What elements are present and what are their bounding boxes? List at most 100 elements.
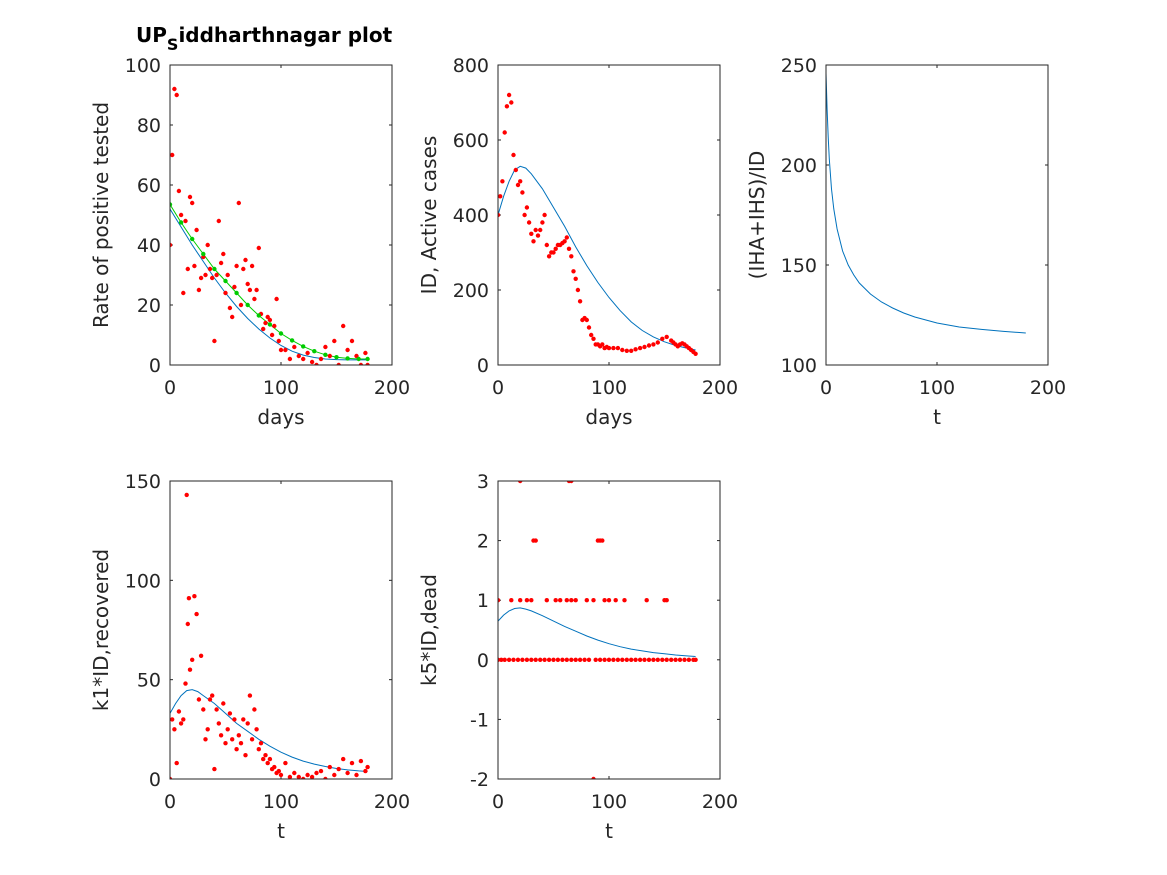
data-point: [170, 152, 175, 158]
data-point: [624, 348, 629, 353]
data-point: [520, 657, 525, 662]
data-point: [336, 766, 341, 772]
y-tick-label: 100: [125, 55, 161, 77]
data-point: [216, 218, 221, 224]
data-point: [673, 657, 678, 662]
data-point: [218, 260, 224, 266]
data-point: [660, 657, 665, 662]
data-point: [555, 657, 561, 662]
data-point: [212, 266, 217, 272]
data-point: [358, 362, 364, 365]
y-tick-label: 60: [137, 175, 161, 197]
y-tick-label: 3: [477, 471, 489, 493]
data-point: [655, 340, 660, 345]
data-point: [573, 598, 578, 603]
y-tick-label: 200: [781, 155, 817, 177]
data-point: [278, 347, 284, 353]
data-point: [600, 342, 605, 347]
y-tick-label: 2: [477, 531, 489, 553]
data-point: [524, 598, 530, 603]
data-point: [263, 320, 268, 326]
data-point: [221, 701, 226, 706]
data-point: [644, 598, 649, 603]
data-point: [560, 657, 565, 662]
x-axis-label: days: [585, 405, 632, 429]
data-point: [256, 747, 261, 752]
x-tick-label: 200: [374, 791, 410, 813]
data-point: [498, 212, 501, 218]
data-point: [225, 727, 230, 732]
x-axis-label: t: [277, 819, 285, 843]
y-axis-label: Rate of positive tested: [89, 102, 113, 328]
data-point: [602, 657, 607, 662]
data-point: [509, 100, 514, 105]
data-point: [498, 194, 503, 199]
data-point: [323, 776, 328, 779]
data-point: [677, 657, 683, 662]
data-point: [190, 657, 195, 662]
subplot-p5: 0 100 200 -2 -1 0 1 2 3 t k5*ID,dead: [417, 471, 738, 843]
data-point: [256, 313, 261, 318]
data-point: [314, 770, 319, 776]
data-point: [584, 317, 589, 323]
data-point: [296, 774, 301, 779]
plot-area: [498, 481, 720, 779]
data-point: [283, 347, 288, 353]
y-tick-label: 600: [453, 130, 489, 152]
data-point: [615, 657, 621, 662]
data-point: [356, 356, 361, 362]
data-point: [230, 314, 235, 320]
data-point: [499, 657, 504, 662]
series-group: [170, 492, 370, 779]
y-tick-label: 80: [137, 115, 161, 137]
data-point: [569, 657, 574, 662]
data-point: [170, 776, 173, 779]
x-tick-label: 100: [591, 791, 627, 813]
series-line: [498, 165, 696, 351]
series-line: [170, 208, 368, 361]
data-point: [620, 657, 625, 662]
data-point: [642, 657, 647, 662]
data-point: [181, 717, 186, 722]
data-point: [245, 721, 250, 726]
data-point: [558, 598, 563, 603]
data-point: [506, 657, 512, 662]
x-tick-label: 200: [374, 377, 410, 399]
data-point: [267, 322, 273, 327]
data-point: [172, 727, 177, 732]
data-point: [629, 348, 634, 353]
data-point: [597, 657, 603, 662]
data-point: [283, 760, 288, 766]
data-point: [305, 350, 310, 356]
data-point: [249, 737, 255, 742]
data-point: [611, 345, 616, 351]
data-point: [606, 345, 612, 351]
data-point: [511, 152, 516, 158]
y-tick-label: 800: [453, 55, 489, 77]
data-point: [274, 296, 279, 302]
data-point: [301, 344, 306, 349]
data-point: [201, 251, 206, 257]
data-point: [569, 598, 574, 603]
data-point: [544, 598, 549, 603]
data-point: [349, 338, 355, 344]
data-point: [232, 717, 237, 722]
data-point: [524, 657, 530, 662]
data-point: [573, 657, 578, 662]
data-point: [292, 770, 297, 776]
plot-area: [498, 65, 720, 365]
data-point: [205, 242, 210, 248]
data-point: [542, 657, 547, 662]
data-point: [214, 707, 219, 712]
data-point: [591, 776, 596, 779]
x-tick-label: 0: [492, 791, 504, 813]
data-point: [606, 657, 612, 662]
data-point: [265, 760, 270, 766]
data-point: [533, 538, 538, 543]
data-point: [301, 356, 306, 362]
data-point: [203, 272, 208, 278]
y-tick-label: 150: [781, 255, 817, 277]
y-tick-label: 100: [781, 355, 817, 377]
data-point: [327, 353, 332, 359]
